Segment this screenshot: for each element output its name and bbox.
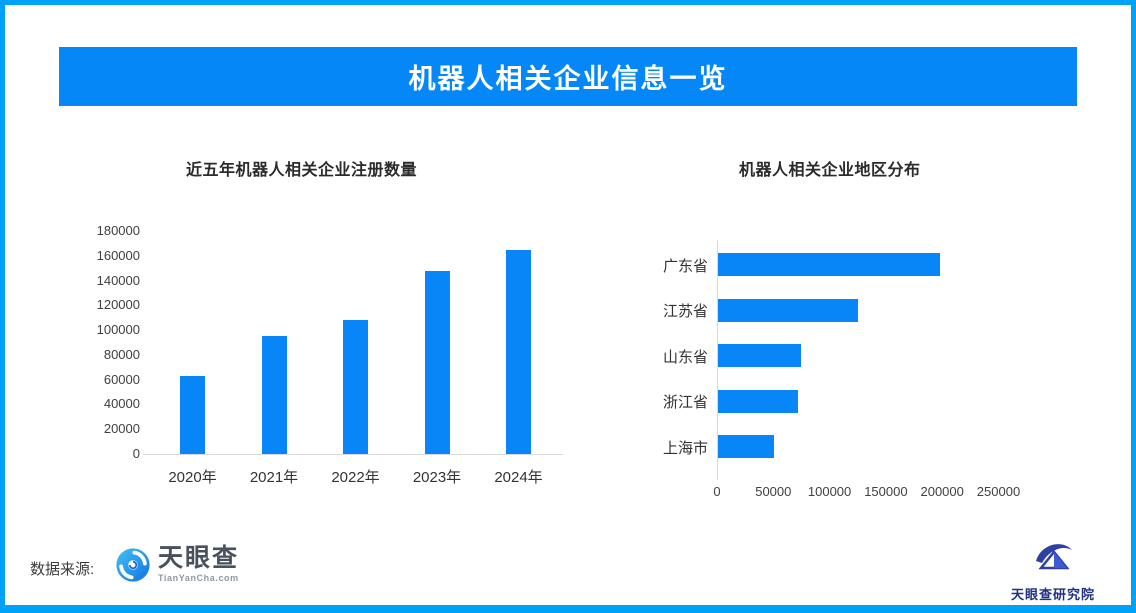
x-axis-category-label: 2024年 xyxy=(494,469,543,486)
registrations-chart-plot: 0 20000 40000 60000 80000 100000 120000 140000 1… xyxy=(75,222,575,492)
category-label: 上海市 xyxy=(662,439,708,457)
y-axis-tick-label: 80000 xyxy=(103,346,140,362)
page-title: 机器人相关企业信息一览 xyxy=(408,64,728,94)
tianyancha-wordmark: 天眼查 xyxy=(158,544,240,572)
tianyancha-domain: TianYanCha.com xyxy=(158,573,239,583)
x-axis-line xyxy=(143,454,563,455)
y-axis-line xyxy=(717,240,718,480)
x-axis-tick-label: 200000 xyxy=(920,484,964,499)
x-axis-category-label: 2021年 xyxy=(249,469,299,486)
x-axis-category-label: 2020年 xyxy=(168,469,217,486)
y-axis-tick-label: 160000 xyxy=(96,247,140,263)
bar-2024年 xyxy=(506,249,531,454)
x-axis-tick-label: 100000 xyxy=(807,484,852,499)
x-axis-tick-label: 50000 xyxy=(755,484,792,499)
research-institute-name: 天眼查研究院 xyxy=(1010,587,1095,602)
y-axis-tick-label: 60000 xyxy=(103,371,140,387)
bar-上海市 xyxy=(718,435,775,458)
category-label: 江苏省 xyxy=(662,303,708,320)
x-axis-tick-label: 150000 xyxy=(864,484,908,499)
y-axis-tick-label: 120000 xyxy=(96,297,140,313)
bar-2022年 xyxy=(343,320,368,454)
category-label: 浙江省 xyxy=(662,394,708,411)
data-source-label: 数据来源: xyxy=(30,561,95,578)
region-chart-title: 机器人相关企业地区分布 xyxy=(739,162,921,179)
bar-江苏省 xyxy=(718,298,858,322)
research-institute-icon xyxy=(1030,544,1076,581)
bar-广东省 xyxy=(718,253,940,276)
tianyancha-eye-icon xyxy=(114,545,152,590)
y-axis-tick-label: 180000 xyxy=(96,222,140,238)
x-axis-category-label: 2023年 xyxy=(412,469,462,486)
x-axis-category-label: 2022年 xyxy=(331,469,380,486)
tianyancha-logo: 天眼查 TianYanCha.com xyxy=(114,545,239,590)
x-axis-tick-label: 250000 xyxy=(976,484,1021,499)
bar-山东省 xyxy=(718,344,802,367)
y-axis-tick-label: 100000 xyxy=(96,322,140,338)
y-axis-tick-label: 0 xyxy=(132,446,140,461)
bar-2021年 xyxy=(261,336,287,454)
x-axis-tick-label: 0 xyxy=(713,484,721,499)
bar-浙江省 xyxy=(718,389,798,413)
research-institute-logo: 天眼查研究院 xyxy=(998,537,1108,603)
category-label: 广东省 xyxy=(662,257,708,275)
bar-2023年 xyxy=(424,270,450,454)
header-banner: 机器人相关企业信息一览 xyxy=(59,47,1077,106)
y-axis-tick-label: 20000 xyxy=(103,421,140,437)
y-axis-tick-label: 40000 xyxy=(103,396,140,412)
registrations-chart-title: 近五年机器人相关企业注册数量 xyxy=(186,162,418,179)
category-label: 山东省 xyxy=(662,348,708,366)
bar-2020年 xyxy=(180,375,205,454)
y-axis-tick-label: 140000 xyxy=(96,272,140,288)
region-chart-plot: 广东省江苏省山东省浙江省上海市 0 50000 100000 150000 200000 2… xyxy=(630,222,1090,507)
